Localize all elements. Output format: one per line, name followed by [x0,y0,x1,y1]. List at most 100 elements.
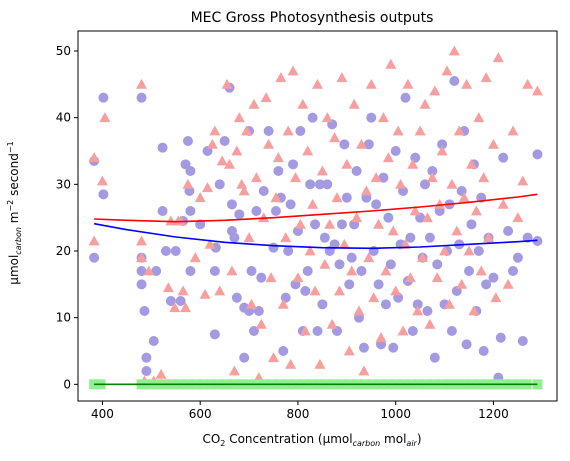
point-circle-39 [239,352,250,363]
point-triangle-88 [368,292,380,303]
point-triangle-4 [136,235,148,246]
point-circle-11 [148,336,159,346]
point-circle-52 [273,166,284,176]
point-triangle-126 [461,78,473,89]
y-axis-label-mid: m [7,212,21,228]
point-triangle-85 [360,185,372,196]
point-triangle-81 [351,212,363,223]
point-triangle-142 [512,212,524,223]
point-circle-10 [141,366,152,376]
point-circle-100 [390,146,401,156]
point-triangle-66 [314,358,326,369]
point-circle-57 [285,199,296,210]
x-axis-label-mid: Concentration (µmol [225,432,352,446]
point-circle-104 [400,92,411,103]
point-triangle-124 [456,278,468,289]
point-circle-123 [446,326,457,336]
y-axis-label-mid2: second [7,153,21,200]
point-circle-31 [214,179,225,190]
point-triangle-131 [473,112,485,123]
point-circle-29 [209,266,220,276]
fit-line-0 [94,193,538,223]
point-triangle-94 [382,152,394,163]
point-triangle-86 [363,252,375,263]
point-triangle-11 [162,282,174,293]
point-triangle-138 [492,52,504,63]
point-triangle-69 [321,112,333,123]
x-tick-label-1: 600 [189,407,212,421]
point-triangle-140 [502,278,514,289]
point-triangle-1 [88,235,100,246]
point-circle-131 [466,219,477,230]
point-circle-63 [300,286,311,296]
point-triangle-112 [426,172,438,183]
point-circle-145 [512,252,523,263]
point-circle-86 [356,266,367,276]
y-axis-label: µmolcarbon m−2 second−1 [6,141,23,284]
point-circle-90 [366,112,377,123]
point-triangle-56 [290,172,302,183]
point-circle-99 [388,342,399,353]
point-triangle-23 [204,238,216,249]
point-circle-95 [378,172,389,183]
point-triangle-38 [246,298,258,309]
point-circle-28 [209,329,220,340]
point-circle-130 [464,266,475,276]
point-circle-50 [268,242,279,253]
point-triangle-30 [226,265,238,276]
point-triangle-100 [397,325,409,336]
point-circle-2 [98,92,109,103]
point-triangle-25 [209,125,221,136]
point-circle-16 [165,296,176,306]
chart-axes: 400 600 800 1000 1200 0 10 20 30 40 50 [56,30,558,421]
point-circle-51 [270,206,281,216]
point-triangle-53 [282,125,294,136]
point-triangle-144 [522,78,534,89]
point-triangle-20 [194,192,206,203]
x-tick-label-4: 1200 [478,407,509,421]
point-triangle-28 [221,78,233,89]
point-circle-136 [478,346,489,356]
fit-line-1 [93,222,538,250]
point-triangle-135 [483,232,495,243]
point-circle-66 [307,112,318,123]
y-tick-label-3: 30 [56,177,71,191]
point-circle-15 [160,246,171,256]
point-circle-137 [481,279,492,290]
point-triangle-98 [392,125,404,136]
x-axis-label-suffix: ) [417,432,422,446]
point-triangle-111 [424,318,436,329]
point-triangle-96 [387,225,399,236]
point-triangle-123 [453,125,465,136]
point-triangle-89 [370,172,382,183]
plot-frame [77,30,558,402]
point-circle-65 [305,179,316,190]
point-circle-47 [256,272,267,283]
point-triangle-95 [385,58,397,69]
point-circle-82 [346,252,357,263]
x-axis-label-sub1: 2 [220,439,225,448]
point-triangle-87 [365,78,377,89]
y-tick-label-2: 20 [56,244,71,258]
point-circle-148 [532,149,543,160]
point-triangle-119 [443,298,455,309]
point-triangle-121 [448,45,460,56]
point-square-53 [532,379,543,390]
point-triangle-113 [429,85,441,96]
point-triangle-47 [268,352,280,363]
x-axis-label-sub2: carbon [353,439,381,448]
point-triangle-129 [468,305,480,316]
point-triangle-128 [465,158,477,169]
point-circle-36 [229,232,240,243]
point-circle-21 [182,136,193,146]
y-axis-label-sub1: carbon [14,227,23,255]
point-triangle-44 [260,92,272,103]
point-circle-72 [322,179,333,190]
point-triangle-117 [439,245,451,256]
point-circle-80 [341,192,352,203]
point-triangle-55 [287,65,299,76]
point-triangle-68 [319,258,331,269]
point-triangle-39 [248,98,260,109]
point-triangle-83 [355,138,367,149]
point-triangle-13 [169,302,181,313]
